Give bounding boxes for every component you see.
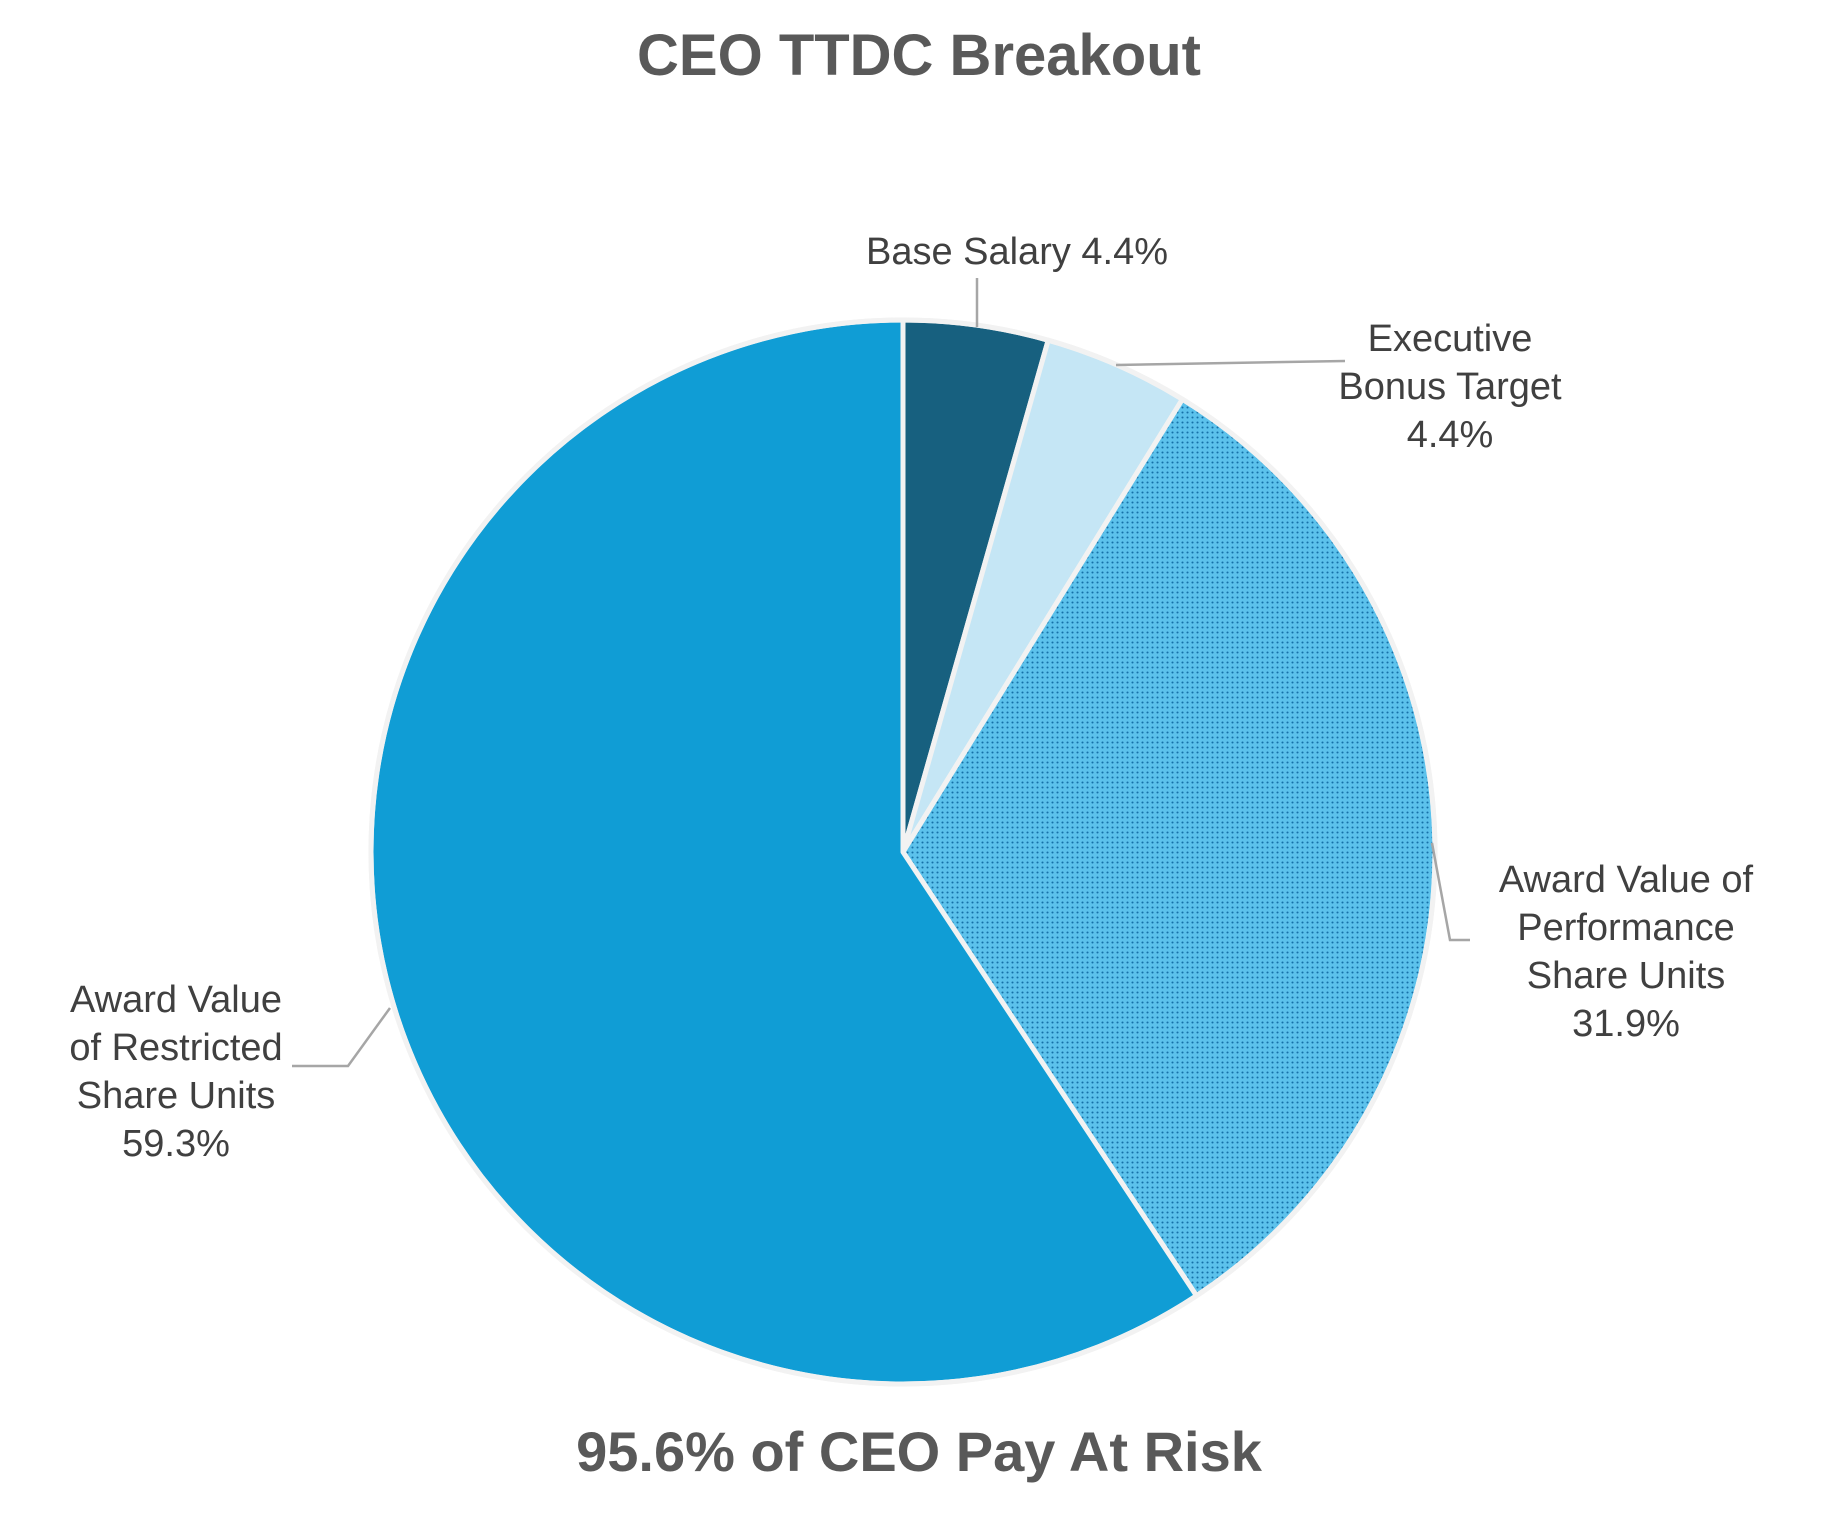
slice-label-line: of Restricted [69, 1027, 282, 1069]
slice-label-line: 31.9% [1572, 1003, 1680, 1045]
slice-label-line: 59.3% [122, 1123, 230, 1165]
slice-label-line: Award Value [70, 979, 282, 1021]
slice-label-executive-bonus-target: Executive Bonus Target 4.4% [1338, 318, 1562, 456]
slice-label-base-salary: Base Salary 4.4% [866, 231, 1168, 273]
slice-label-line: Executive [1368, 318, 1533, 360]
leader-lines [292, 278, 1470, 1068]
leader-line-award-value-of-performance-share-units [1430, 842, 1470, 942]
chart-subtitle: 95.6% of CEO Pay At Risk [576, 1420, 1263, 1483]
slice-label-award-value-of-restricted-share-units: Award Value of Restricted Share Units 59.3% [69, 979, 282, 1165]
leader-line-award-value-of-restricted-share-units [292, 1007, 392, 1068]
leader-line-executive-bonus-target [1115, 359, 1346, 367]
slice-label-award-value-of-performance-share-units: Award Value of Performance Share Units 31.9… [1499, 859, 1754, 1045]
pie-slices [368, 317, 1438, 1387]
slice-label-line: 4.4% [1407, 414, 1494, 456]
slice-label-line: Award Value of [1499, 859, 1754, 901]
slice-label-line: Performance [1517, 907, 1735, 949]
pie-outline [368, 317, 1438, 1387]
chart-title: CEO TTDC Breakout [637, 23, 1201, 88]
slice-label-line: Base Salary 4.4% [866, 231, 1168, 273]
slice-label-line: Share Units [77, 1075, 276, 1117]
slice-label-line: Bonus Target [1338, 366, 1562, 408]
slice-labels: Base Salary 4.4% Executive Bonus Target 4.4… [69, 231, 1753, 1165]
slice-label-line: Share Units [1527, 955, 1726, 997]
